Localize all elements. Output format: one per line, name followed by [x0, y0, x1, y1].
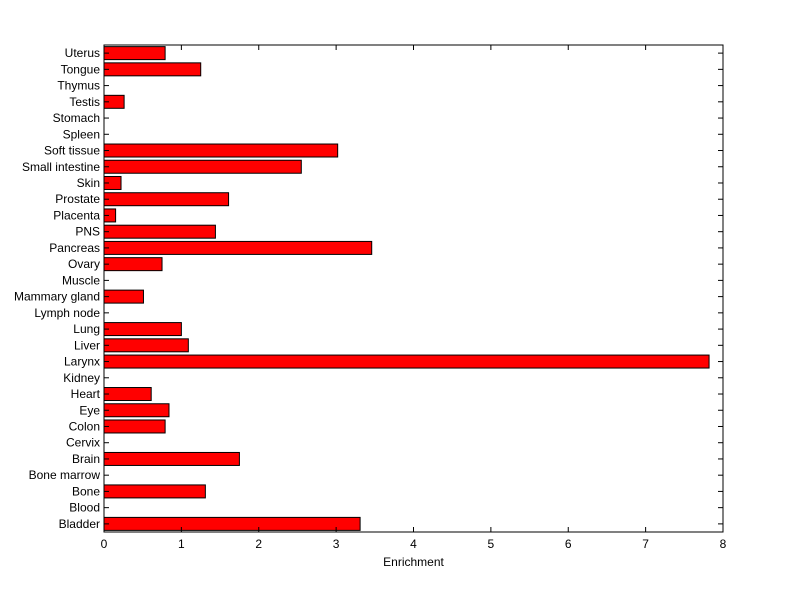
y-tick-label: Bone: [72, 484, 100, 498]
y-tick-label: Colon: [69, 419, 100, 433]
x-tick-label: 4: [410, 537, 417, 551]
y-tick-label: Small intestine: [22, 160, 100, 174]
bar: [103, 419, 166, 434]
y-tick-label: Spleen: [63, 127, 100, 141]
x-axis-title: Enrichment: [383, 555, 444, 569]
bar: [103, 403, 170, 418]
bar: [103, 224, 216, 239]
y-tick-label: PNS: [75, 225, 100, 239]
x-tick-label: 2: [255, 537, 262, 551]
x-tick-label: 0: [101, 537, 108, 551]
y-axis: Bladder Blood Bone Bone marrow Brain Cervix Co…: [14, 46, 723, 531]
y-tick-label: Muscle: [62, 273, 100, 287]
x-tick-label: 7: [642, 537, 649, 551]
y-tick-label: Bone marrow: [29, 468, 101, 482]
bar: [103, 62, 202, 77]
bar: [103, 46, 166, 61]
y-tick-label: Lung: [73, 322, 100, 336]
y-tick-label: Thymus: [57, 79, 100, 93]
x-tick-label: 6: [565, 537, 572, 551]
y-tick-label: Tongue: [61, 62, 101, 76]
bar: [103, 143, 339, 158]
bar: [103, 451, 240, 466]
y-tick-label: Testis: [69, 95, 100, 109]
bar: [103, 516, 361, 531]
y-tick-label: Lymph node: [34, 306, 100, 320]
x-tick-label: 3: [333, 537, 340, 551]
x-axis: 0 1 2 3 4 5 6 7 8: [101, 45, 727, 551]
y-tick-label: Prostate: [55, 192, 100, 206]
y-tick-label: Bladder: [59, 517, 100, 531]
bar: [103, 240, 373, 255]
bar: [103, 322, 182, 337]
x-tick-label: 5: [488, 537, 495, 551]
y-tick-label: Brain: [72, 452, 100, 466]
y-tick-label: Kidney: [63, 371, 100, 385]
y-tick-label: Stomach: [53, 111, 100, 125]
x-tick-label: 8: [720, 537, 727, 551]
y-tick-label: Heart: [71, 387, 101, 401]
bar: [103, 387, 152, 402]
y-tick-label: Uterus: [65, 46, 100, 60]
bar: [103, 257, 163, 272]
y-tick-label: Larynx: [64, 355, 100, 369]
bars-layer: [103, 46, 710, 531]
plot-area: [103, 44, 724, 533]
y-tick-label: Cervix: [66, 436, 100, 450]
y-tick-label: Skin: [77, 176, 100, 190]
bar: [103, 192, 230, 207]
y-tick-label: Liver: [74, 338, 100, 352]
y-tick-label: Ovary: [68, 257, 100, 271]
y-tick-label: Placenta: [53, 208, 100, 222]
bar: [103, 159, 302, 174]
y-tick-label: Pancreas: [49, 241, 100, 255]
y-tick-label: Blood: [69, 501, 100, 515]
bar: [103, 484, 206, 499]
x-tick-label: 1: [178, 537, 185, 551]
bar: [103, 289, 144, 304]
y-tick-label: Eye: [79, 403, 100, 417]
y-tick-label: Mammary gland: [14, 290, 100, 304]
bar: [103, 338, 189, 353]
y-tick-label: Soft tissue: [44, 144, 100, 158]
bar: [103, 354, 710, 369]
